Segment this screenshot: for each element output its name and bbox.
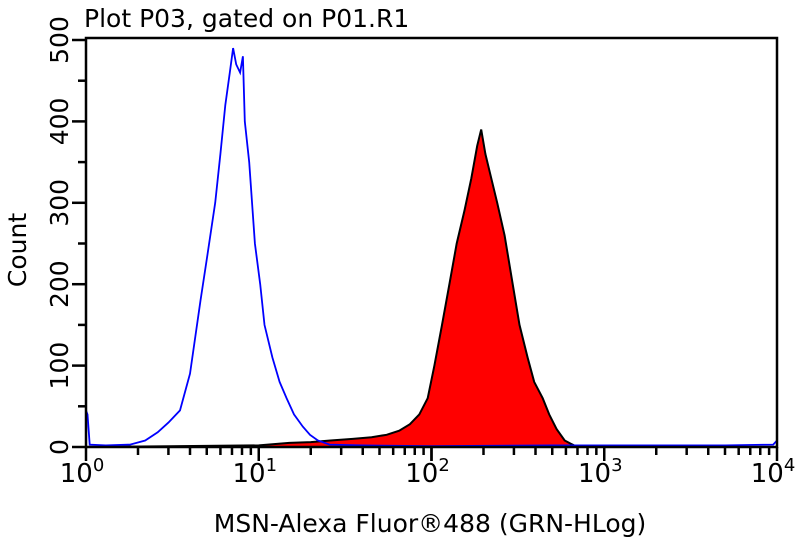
x-tick-label: 100	[60, 455, 105, 489]
svg-text:103: 103	[578, 455, 623, 489]
series-layer	[85, 47, 778, 448]
x-tick-label: 104	[751, 455, 796, 489]
chart-title: Plot P03, gated on P01.R1	[84, 4, 409, 33]
x-axis-label: MSN-Alexa Fluor®488 (GRN-HLog)	[214, 509, 647, 538]
y-axis-label: Count	[3, 213, 32, 287]
y-tick-label: 400	[45, 98, 74, 146]
svg-text:100: 100	[60, 455, 105, 489]
svg-text:101: 101	[232, 455, 277, 489]
y-tick-label: 300	[45, 179, 74, 227]
series-0-line-histogram	[85, 47, 778, 448]
series-1-filled-histogram	[85, 129, 777, 448]
y-axis: 0 100 200 300 400 500	[45, 16, 86, 455]
svg-text:104: 104	[751, 455, 796, 489]
svg-text:102: 102	[405, 455, 450, 489]
x-axis: 100 101 102 103 104	[60, 447, 796, 489]
x-tick-label: 102	[405, 455, 450, 489]
y-tick-label: 100	[45, 342, 74, 390]
y-tick-label: 0	[45, 439, 74, 455]
x-tick-label: 101	[232, 455, 277, 489]
x-tick-label: 103	[578, 455, 623, 489]
y-tick-label: 200	[45, 260, 74, 308]
y-tick-label: 500	[45, 16, 74, 64]
